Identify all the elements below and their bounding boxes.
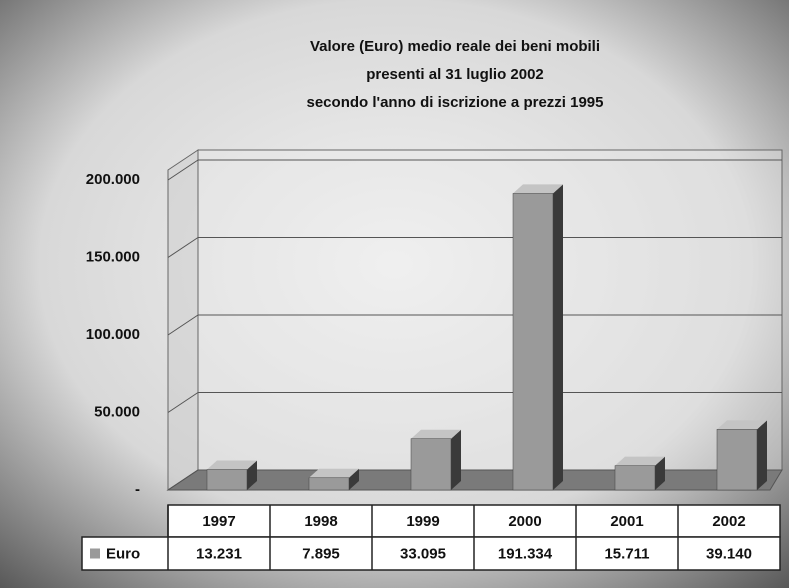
- value-label: 191.334: [498, 545, 553, 562]
- value-label: 7.895: [302, 545, 340, 562]
- bar: [614, 465, 656, 491]
- bar: [410, 438, 452, 491]
- bar-side: [247, 460, 257, 490]
- y-tick-label: 50.000: [94, 403, 140, 420]
- legend-swatch: [90, 548, 100, 559]
- x-tick-label: 2002: [712, 513, 745, 530]
- bar-top: [207, 460, 257, 470]
- bar-top: [717, 420, 767, 430]
- chart-title: secondo l'anno di iscrizione a prezzi 19…: [307, 94, 604, 111]
- legend-label: Euro: [106, 545, 140, 562]
- bar-top: [411, 429, 461, 439]
- chart-title: Valore (Euro) medio reale dei beni mobil…: [310, 38, 600, 55]
- bar-top: [513, 184, 563, 194]
- bar-side: [349, 468, 359, 490]
- bar: [206, 469, 248, 491]
- grid-line: [167, 392, 199, 413]
- grid-line: [167, 469, 199, 491]
- grid-line: [167, 159, 199, 181]
- bar-side: [451, 429, 461, 490]
- table-cell: [81, 536, 781, 571]
- bar-side: [553, 184, 563, 490]
- y-tick-label: 100.000: [86, 326, 140, 343]
- y-tick-label: 150.000: [86, 248, 140, 265]
- x-tick-label: 2000: [508, 513, 541, 530]
- chart-title: presenti al 31 luglio 2002: [366, 66, 544, 83]
- y-tick-label: -: [135, 481, 140, 498]
- x-tick-label: 1997: [202, 513, 235, 530]
- grid-line: [167, 237, 199, 258]
- y-tick-label: 200.000: [86, 171, 140, 188]
- bar-side: [757, 420, 767, 490]
- value-label: 33.095: [400, 545, 446, 562]
- value-label: 39.140: [706, 545, 752, 562]
- value-label: 13.231: [196, 545, 242, 562]
- bar-top: [615, 456, 665, 466]
- bar: [716, 429, 758, 491]
- bar: [512, 193, 554, 491]
- x-tick-label: 1998: [304, 513, 337, 530]
- floor: [166, 469, 783, 491]
- bar: [308, 477, 350, 491]
- value-label: 15.711: [604, 545, 649, 562]
- x-tick-label: 1999: [406, 513, 439, 530]
- side-wall: [167, 149, 199, 491]
- grid-line: [167, 314, 199, 336]
- x-tick-label: 2001: [610, 513, 643, 530]
- back-wall: [197, 149, 783, 471]
- bar-top: [309, 468, 359, 478]
- bar-side: [655, 456, 665, 490]
